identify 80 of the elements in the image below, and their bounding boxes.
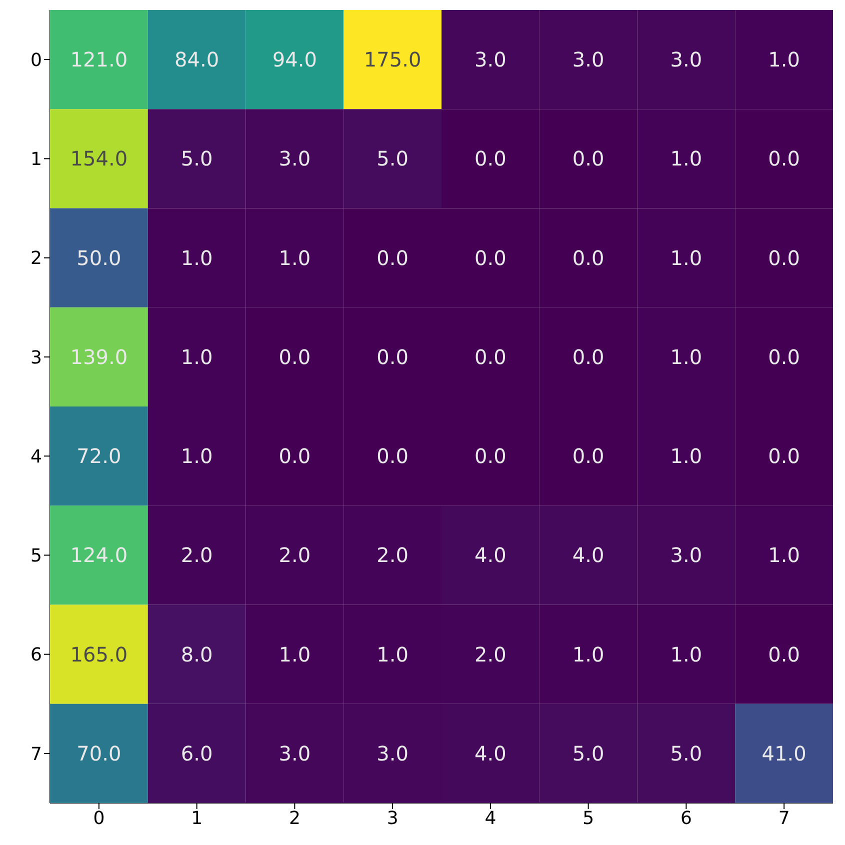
data-label: 5.0 xyxy=(572,741,604,766)
data-label: 4.0 xyxy=(474,543,506,568)
data-label: 4.0 xyxy=(474,741,506,766)
data-label: 84.0 xyxy=(174,48,220,72)
y-tick-label: 2 xyxy=(30,248,42,270)
data-label: 0.0 xyxy=(376,246,408,270)
y-tick-label: 6 xyxy=(30,644,42,666)
data-label: 0.0 xyxy=(768,146,800,171)
data-label: 8.0 xyxy=(180,642,213,666)
x-tick-label: 2 xyxy=(288,808,300,829)
data-label: 1.0 xyxy=(180,444,213,468)
data-label: 50.0 xyxy=(76,246,122,270)
data-label: 124.0 xyxy=(70,543,128,568)
x-tick-label: 6 xyxy=(680,808,692,829)
data-label: 72.0 xyxy=(76,444,122,468)
data-label: 1.0 xyxy=(670,444,702,468)
data-label: 3.0 xyxy=(278,146,311,171)
data-label: 0.0 xyxy=(768,246,800,270)
data-label: 1.0 xyxy=(670,246,702,270)
data-label: 2.0 xyxy=(180,543,213,568)
data-label: 70.0 xyxy=(76,741,122,766)
data-label: 1.0 xyxy=(278,642,311,666)
x-tick-label: 5 xyxy=(582,808,594,829)
data-label: 0.0 xyxy=(474,444,506,468)
data-label: 3.0 xyxy=(376,741,408,766)
data-label: 5.0 xyxy=(670,741,702,766)
data-label: 1.0 xyxy=(180,246,213,270)
data-label: 5.0 xyxy=(180,146,213,171)
data-label: 1.0 xyxy=(278,246,311,270)
x-tick-label: 1 xyxy=(191,808,203,829)
data-label: 0.0 xyxy=(572,344,604,369)
data-label: 0.0 xyxy=(376,344,408,369)
data-label: 0.0 xyxy=(572,444,604,468)
data-label: 0.0 xyxy=(474,344,506,369)
data-label: 3.0 xyxy=(278,741,311,766)
data-label: 4.0 xyxy=(572,543,604,568)
data-label: 1.0 xyxy=(768,48,800,72)
data-label: 1.0 xyxy=(768,543,800,568)
y-tick-label: 1 xyxy=(30,149,42,170)
y-tick-label: 0 xyxy=(30,50,42,71)
data-label: 1.0 xyxy=(670,642,702,666)
data-label: 0.0 xyxy=(768,344,800,369)
data-label: 2.0 xyxy=(278,543,311,568)
data-label: 0.0 xyxy=(376,444,408,468)
x-tick-label: 7 xyxy=(778,808,790,829)
x-tick-label: 3 xyxy=(386,808,398,829)
y-tick-label: 4 xyxy=(30,446,42,468)
data-label: 6.0 xyxy=(180,741,213,766)
data-label: 0.0 xyxy=(474,146,506,171)
x-tick-label: 0 xyxy=(93,808,105,829)
data-label: 2.0 xyxy=(474,642,506,666)
data-label: 1.0 xyxy=(670,344,702,369)
data-label: 0.0 xyxy=(278,444,311,468)
data-label: 165.0 xyxy=(70,642,128,666)
data-label: 3.0 xyxy=(670,543,702,568)
x-tick-label: 4 xyxy=(484,808,496,829)
data-label: 3.0 xyxy=(474,48,506,72)
data-label: 0.0 xyxy=(572,146,604,171)
data-label: 121.0 xyxy=(70,48,128,72)
data-label: 3.0 xyxy=(670,48,702,72)
data-label: 154.0 xyxy=(70,146,128,171)
data-label: 0.0 xyxy=(474,246,506,270)
data-label: 1.0 xyxy=(572,642,604,666)
data-label: 94.0 xyxy=(272,48,317,72)
data-label: 0.0 xyxy=(572,246,604,270)
y-tick-label: 7 xyxy=(30,744,42,765)
data-label: 139.0 xyxy=(70,344,128,369)
data-label: 1.0 xyxy=(376,642,408,666)
data-label: 0.0 xyxy=(768,642,800,666)
data-label: 175.0 xyxy=(364,48,422,72)
data-label: 2.0 xyxy=(376,543,408,568)
data-label: 1.0 xyxy=(670,146,702,171)
data-label: 0.0 xyxy=(768,444,800,468)
data-label: 41.0 xyxy=(762,741,806,766)
data-label: 5.0 xyxy=(376,146,408,171)
data-label: 0.0 xyxy=(278,344,311,369)
data-label: 3.0 xyxy=(572,48,604,72)
y-tick-label: 3 xyxy=(30,347,42,368)
y-tick-label: 5 xyxy=(30,546,42,567)
data-label: 1.0 xyxy=(180,344,213,369)
